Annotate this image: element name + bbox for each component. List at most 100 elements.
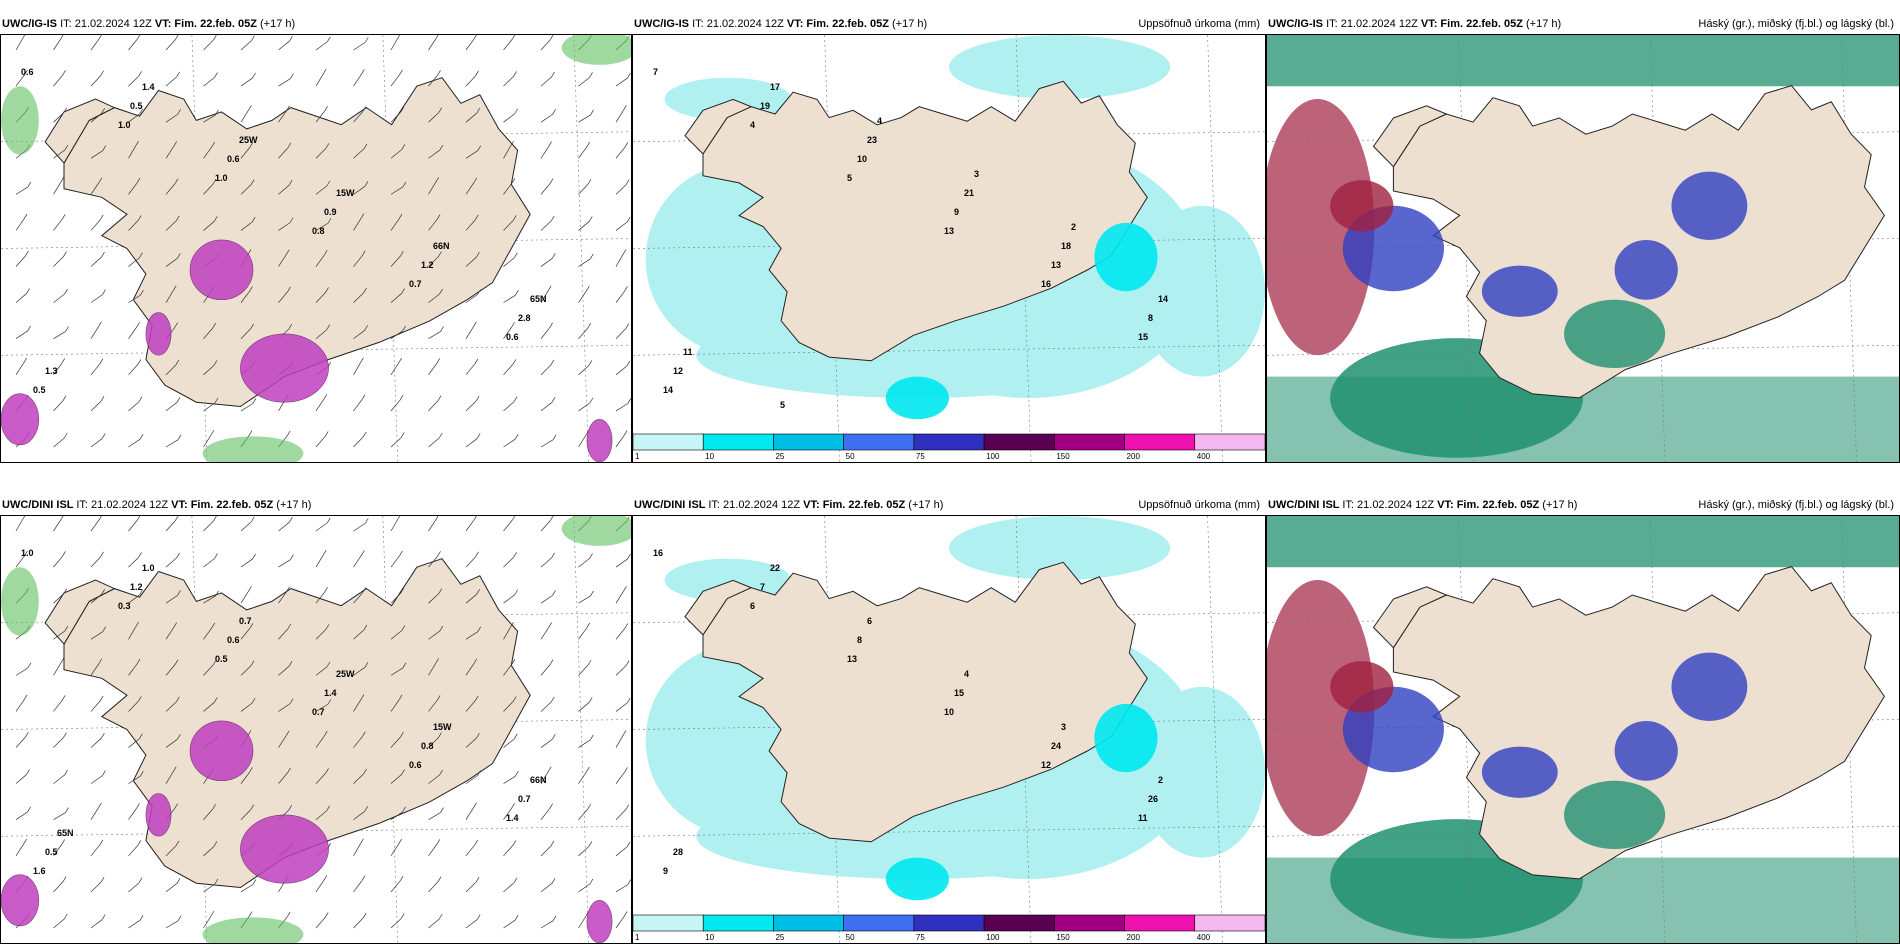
lead-time: (+17 h) — [260, 18, 296, 30]
map-panel-r2c3 — [1266, 515, 1900, 944]
map-value-label: 16 — [1041, 279, 1051, 289]
colorbar-swatch — [773, 914, 844, 932]
map-value-label: 23 — [867, 135, 877, 145]
map-value-label: 5 — [780, 400, 785, 410]
colorbar-tick-label: 400 — [1197, 933, 1211, 942]
map-value-label: 8 — [857, 635, 862, 645]
map-value-label: 13 — [944, 226, 954, 236]
map-canvas: 1.0 0.3 0.5 0.7 0.6 1.4 1.6 1.2 0.6 1.4 0.8 0.7 0.5 1… — [1, 516, 631, 943]
init-time: IT: 21.02.2024 12Z — [76, 499, 172, 511]
panel-field-title: Háský (gr.), miðský (fj.bl.) og lágský (… — [1698, 499, 1894, 511]
map-value-label: 0.3 — [118, 601, 131, 611]
map-value-label: 12 — [1041, 760, 1051, 770]
init-time: IT: 21.02.2024 12Z — [708, 499, 804, 511]
map-value-label: 6 — [867, 616, 872, 626]
colorbar-swatch — [1054, 433, 1125, 451]
map-value-label: 26 — [1148, 794, 1158, 804]
panel-header: UWC/DINI ISL IT: 21.02.2024 12Z VT: Fim.… — [634, 499, 1262, 511]
colorbar-swatch — [633, 914, 704, 932]
map-value-label: 3 — [1061, 722, 1066, 732]
colorbar-tick-label: 150 — [1056, 452, 1070, 461]
map-value-label: 12 — [673, 366, 683, 376]
panel-field-title: Uppsöfnuð úrkoma (mm) — [1138, 18, 1260, 30]
map-panel-r1c2: 1 10 25 50 75 100 150 200 400 7 4 5 13 16 15 14 19 10 9 13 8… — [632, 34, 1266, 463]
map-value-label: 0.6 — [21, 67, 34, 77]
lead-time: (+17 h) — [276, 499, 312, 511]
model-name: UWC/DINI ISL — [1268, 499, 1343, 511]
colorbar-tick-label: 50 — [846, 452, 855, 461]
map-value-label: 15 — [954, 688, 964, 698]
lead-time: (+17 h) — [908, 499, 944, 511]
map-value-label: 0.6 — [227, 635, 240, 645]
map-value-label: 3 — [974, 169, 979, 179]
colorbar-swatch — [1054, 914, 1125, 932]
panel-header: UWC/IG-IS IT: 21.02.2024 12Z VT: Fim. 22… — [2, 18, 628, 30]
map-value-label: 11 — [1138, 813, 1148, 823]
valid-time: VT: Fim. 22.feb. 05Z — [1420, 18, 1526, 30]
panel-header: UWC/DINI ISL IT: 21.02.2024 12Z VT: Fim.… — [2, 499, 628, 511]
map-value-label: 28 — [673, 847, 683, 857]
map-canvas: 0.6 1.0 1.0 0.8 0.7 0.6 0.5 0.5 0.6 0.9 1.2 2.8 1.3 1… — [1, 35, 631, 462]
map-value-label: 0.5 — [33, 385, 46, 395]
iceland-land — [702, 80, 1148, 362]
map-value-label: 66N — [530, 775, 547, 785]
colorbar-tick-label: 1 — [635, 452, 640, 461]
map-value-label: 15W — [336, 188, 355, 198]
map-value-label: 4 — [964, 669, 969, 679]
colorbar-swatch — [913, 914, 985, 932]
map-value-label: 0.7 — [312, 707, 325, 717]
colorbar-swatch — [983, 914, 1055, 932]
map-value-label: 0.6 — [409, 760, 422, 770]
map-value-label: 0.8 — [421, 741, 434, 751]
colorbar-swatch — [633, 433, 704, 451]
map-canvas: 1 10 25 50 75 100 150 200 4007451316151419109138… — [633, 35, 1265, 462]
map-value-label: 2.8 — [518, 313, 531, 323]
panel-header: UWC/IG-IS IT: 21.02.2024 12Z VT: Fim. 22… — [1268, 18, 1896, 30]
colorbar-tick-label: 1 — [635, 933, 640, 942]
map-value-label: 17 — [770, 82, 780, 92]
model-name: UWC/IG-IS — [2, 18, 61, 30]
map-canvas — [1267, 516, 1899, 943]
map-panel-r2c1: 1.0 0.3 0.5 0.7 0.6 1.4 1.6 1.2 0.6 1.4 0.8 0.7 0.5 1… — [0, 515, 632, 944]
map-panel-r1c3 — [1266, 34, 1900, 463]
colorbar-swatch — [843, 433, 915, 451]
map-value-label: 1.2 — [130, 582, 143, 592]
colorbar-swatch — [1194, 433, 1265, 451]
map-value-label: 7 — [760, 582, 765, 592]
map-value-label: 5 — [847, 173, 852, 183]
panel-field-title: Háský (gr.), miðský (fj.bl.) og lágský (… — [1698, 18, 1894, 30]
map-value-label: 14 — [663, 385, 673, 395]
colorbar-tick-label: 10 — [705, 933, 714, 942]
colorbar-tick-label: 10 — [705, 452, 714, 461]
map-value-label: 7 — [653, 67, 658, 77]
map-value-label: 0.7 — [409, 279, 422, 289]
init-time: IT: 21.02.2024 12Z — [1342, 499, 1438, 511]
valid-time: VT: Fim. 22.feb. 05Z — [1437, 499, 1543, 511]
map-canvas — [1267, 35, 1899, 462]
map-value-label: 22 — [770, 563, 780, 573]
map-panel-r2c2: 1 10 25 50 75 100 150 200 400 16 6 13 10 12 11 9 7 8 15 24 2… — [632, 515, 1266, 944]
map-value-label: 14 — [1158, 294, 1168, 304]
lead-time: (+17 h) — [892, 18, 928, 30]
map-value-label: 11 — [683, 347, 693, 357]
valid-time: VT: Fim. 22.feb. 05Z — [786, 18, 892, 30]
precip-colorbar: 1 10 25 50 75 100 150 200 400 — [633, 433, 1265, 461]
map-value-label: 1.2 — [421, 260, 434, 270]
colorbar-swatch — [843, 914, 915, 932]
map-value-label: 1.4 — [506, 813, 519, 823]
map-value-label: 25W — [239, 135, 258, 145]
map-value-label: 1.6 — [33, 866, 46, 876]
valid-time: VT: Fim. 22.feb. 05Z — [803, 499, 909, 511]
init-time: IT: 21.02.2024 12Z — [692, 18, 787, 30]
colorbar-tick-label: 75 — [916, 933, 925, 942]
colorbar-tick-label: 100 — [986, 452, 1000, 461]
precip-colorbar: 1 10 25 50 75 100 150 200 400 — [633, 914, 1265, 942]
map-value-label: 1.0 — [215, 173, 228, 183]
map-value-label: 2 — [1071, 222, 1076, 232]
map-value-label: 10 — [857, 154, 867, 164]
map-value-label: 65N — [530, 294, 547, 304]
map-value-label: 13 — [847, 654, 857, 664]
map-value-label: 1.0 — [118, 120, 131, 130]
map-value-label: 0.9 — [324, 207, 337, 217]
colorbar-swatch — [983, 433, 1055, 451]
